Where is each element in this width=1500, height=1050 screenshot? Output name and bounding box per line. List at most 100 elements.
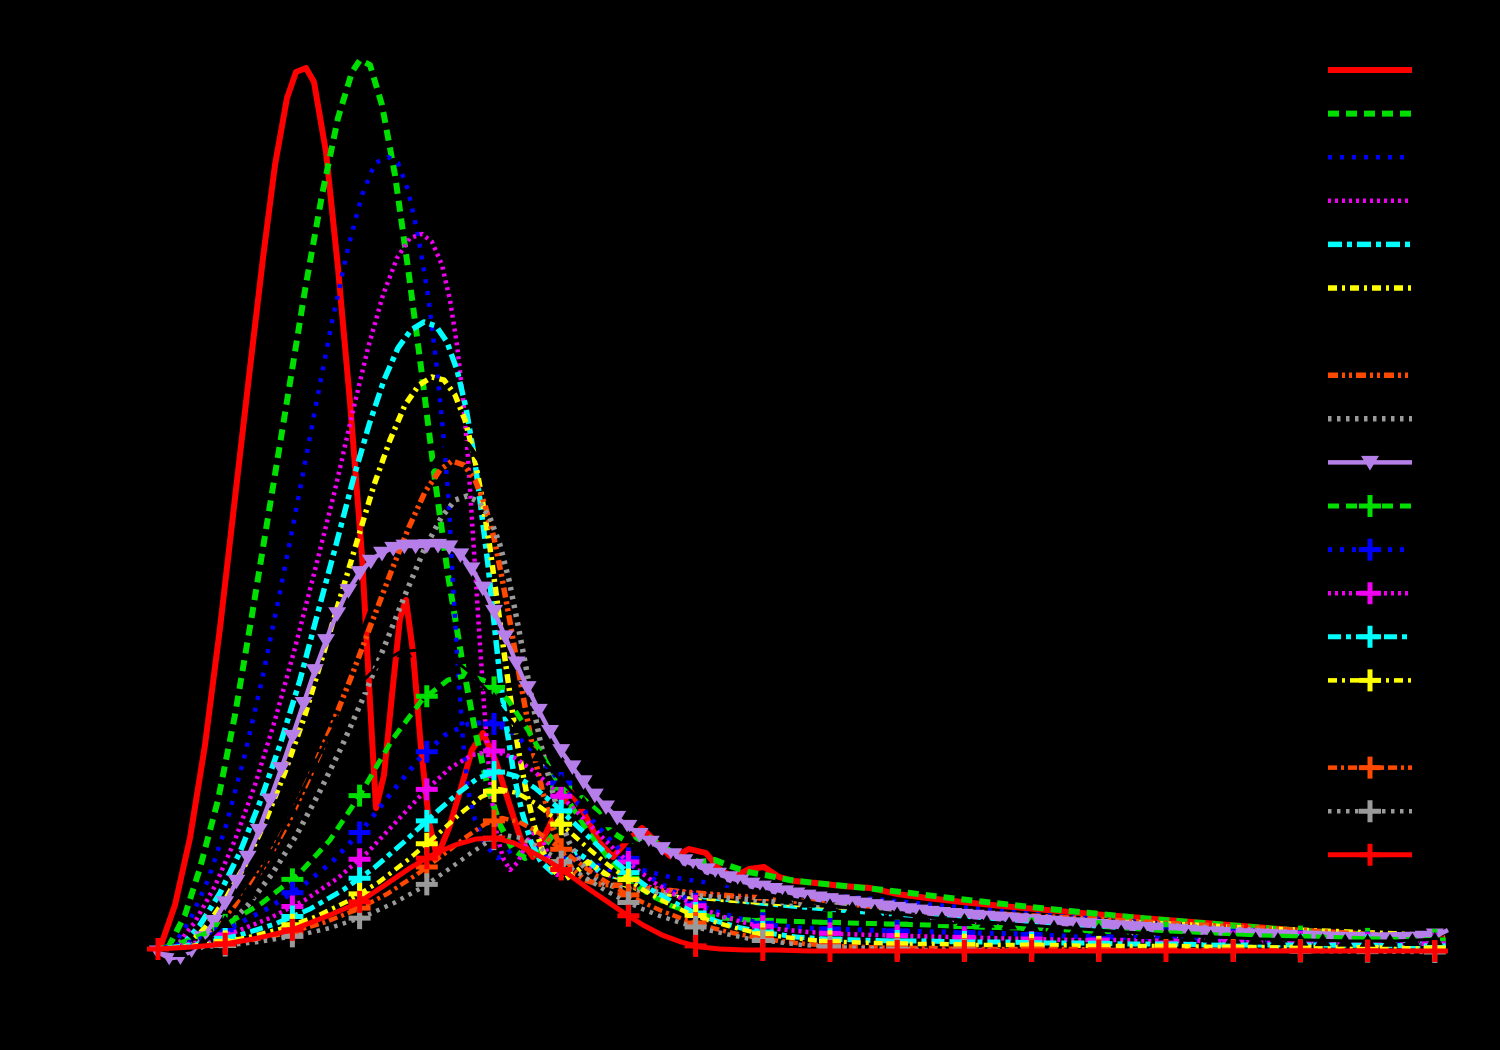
legend-row-13: [1328, 582, 1412, 605]
triangle-up-marker: [1314, 933, 1331, 947]
triangle-down-marker: [440, 540, 459, 555]
plus-marker: [483, 780, 505, 803]
triangle-down-marker: [283, 729, 302, 745]
triangle-down-marker: [563, 760, 582, 775]
triangle-down-marker: [552, 744, 571, 759]
triangle-down-marker: [227, 874, 246, 890]
triangle-up-marker: [777, 890, 794, 904]
triangle-up-marker: [665, 855, 682, 869]
triangle-down-marker: [619, 819, 638, 835]
triangle-up-marker: [284, 803, 301, 817]
legend: [1328, 67, 1412, 866]
plus-marker: [953, 940, 976, 962]
triangle-up-marker: [1382, 933, 1398, 947]
plus-marker: [483, 740, 505, 762]
triangle-up-marker: [262, 847, 278, 861]
triangle-up-marker: [418, 643, 435, 657]
plus-marker: [751, 939, 774, 961]
triangle-up-marker: [508, 720, 525, 734]
legend-row-19: [1328, 843, 1412, 866]
series-19-markers: [147, 827, 1446, 962]
triangle-up-marker: [1426, 932, 1443, 945]
legend-row-15: [1328, 669, 1412, 692]
triangle-down-marker: [518, 681, 537, 696]
triangle-down-marker: [249, 823, 268, 839]
series-13-line: [165, 748, 1446, 951]
series-3: [170, 154, 1446, 950]
plus-marker: [1423, 940, 1446, 962]
series-16-markers: [172, 643, 1443, 958]
plus-marker: [348, 848, 371, 871]
plus-marker: [1359, 843, 1381, 866]
legend-row-18: [1328, 800, 1412, 823]
triangle-up-marker: [732, 880, 749, 894]
triangle-down-marker: [1414, 930, 1433, 946]
plus-marker: [550, 813, 573, 836]
triangle-down-marker: [350, 566, 369, 581]
triangle-up-marker: [1292, 932, 1309, 946]
series-12-line: [163, 719, 1446, 951]
series-16-line: [159, 648, 1441, 954]
plus-marker: [214, 932, 237, 955]
plus-marker: [348, 890, 371, 913]
plus-marker: [415, 778, 438, 801]
triangle-down-marker: [507, 656, 526, 672]
triangle-up-marker: [1113, 924, 1130, 938]
triangle-up-marker: [799, 894, 816, 908]
triangle-up-marker: [1090, 922, 1107, 936]
legend-row-16: [1328, 716, 1412, 730]
plus-marker: [684, 934, 707, 957]
plus-marker: [1359, 756, 1381, 779]
triangle-up-marker: [956, 912, 973, 926]
legend-row-17: [1328, 756, 1412, 779]
series-19: [147, 827, 1448, 962]
triangle-up-marker: [1068, 921, 1085, 935]
triangle-down-marker: [294, 696, 313, 712]
triangle-down-marker: [485, 604, 503, 620]
triangle-up-marker: [1180, 928, 1197, 942]
triangle-down-marker: [216, 896, 235, 911]
plus-marker: [483, 827, 505, 850]
triangle-up-marker: [1135, 926, 1152, 939]
triangle-down-marker: [608, 810, 627, 826]
triangle-up-marker: [1225, 930, 1242, 944]
plus-marker: [1359, 538, 1381, 561]
triangle-up-marker: [374, 654, 390, 668]
triangle-up-marker: [889, 906, 906, 920]
plus-marker: [617, 904, 640, 927]
plus-marker: [483, 712, 505, 735]
triangle-up-marker: [1337, 933, 1354, 947]
plus-marker: [1087, 940, 1110, 962]
series-18-line: [173, 832, 1446, 955]
plus-marker: [415, 740, 438, 763]
triangle-up-marker: [978, 914, 995, 928]
triangle-up-marker: [239, 885, 256, 899]
plus-marker: [550, 858, 573, 881]
triangle-down-marker: [361, 554, 380, 570]
triangle-down-marker: [630, 827, 649, 843]
plus-marker: [1359, 800, 1381, 823]
plus-marker: [1155, 940, 1177, 962]
series-5-line: [177, 319, 1446, 950]
triangle-up-marker: [866, 903, 883, 917]
triangle-up-marker: [1158, 927, 1174, 941]
plus-marker: [1359, 625, 1381, 648]
triangle-down-marker: [473, 581, 492, 597]
triangle-up-marker: [306, 757, 323, 771]
triangle-up-marker: [911, 909, 928, 923]
plus-marker: [1020, 940, 1043, 962]
triangle-down-marker: [1361, 455, 1379, 471]
triangle-up-marker: [553, 773, 570, 787]
triangle-down-marker: [406, 539, 425, 555]
series-9: [198, 493, 1446, 951]
triangle-down-marker: [160, 950, 179, 966]
plus-marker: [1289, 940, 1312, 962]
plot-series: [147, 57, 1450, 966]
triangle-down-marker: [574, 775, 593, 790]
triangle-up-marker: [1270, 932, 1286, 946]
triangle-down-marker: [529, 703, 548, 719]
triangle-up-marker: [1023, 918, 1040, 932]
triangle-down-marker: [675, 854, 694, 869]
